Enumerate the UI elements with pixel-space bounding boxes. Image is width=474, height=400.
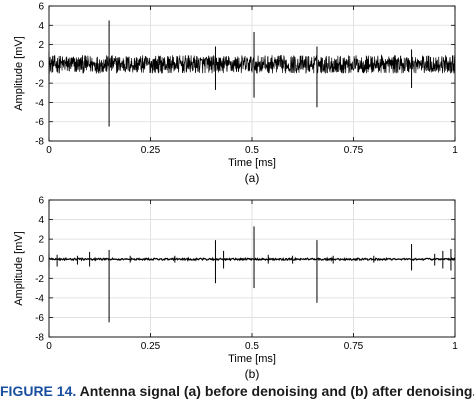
- panel-label: (b): [245, 367, 260, 381]
- y-tick-label: 0: [38, 254, 44, 265]
- signal-trace: [48, 256, 456, 262]
- x-tick-label: 0.25: [141, 145, 161, 156]
- y-tick-label: 4: [38, 21, 44, 32]
- caption-text: Antenna signal (a) before denoising and …: [79, 383, 474, 399]
- x-tick-label: 0.5: [245, 341, 259, 352]
- x-axis-label: Time [ms]: [228, 353, 276, 365]
- y-axis-label: Amplitude [mV]: [13, 231, 25, 306]
- y-tick-label: 6: [38, 2, 44, 13]
- figure: 0 0.25 0.5 0.75 1 -8 -6 -4 -2 0 2 4 6 Time [ms] Amplit…: [13, 2, 458, 382]
- x-tick-label: 0.5: [245, 145, 259, 156]
- y-axis-label: Amplitude [mV]: [13, 36, 25, 111]
- y-tick-label: -6: [35, 117, 44, 128]
- y-tick-label: 2: [38, 235, 44, 246]
- signal-trace: [48, 54, 456, 74]
- x-tick-label: 0: [46, 145, 52, 156]
- x-tick-label: 0: [46, 341, 52, 352]
- figure-caption: FIGURE 14. Antenna signal (a) before den…: [0, 383, 474, 400]
- panel-a: 0 0.25 0.5 0.75 1 -8 -6 -4 -2 0 2 4 6 Time [ms] Amplit…: [13, 2, 458, 186]
- y-tick-label: -8: [35, 333, 44, 344]
- y-tick-label: 2: [38, 40, 44, 51]
- y-tick-label: -2: [35, 79, 44, 90]
- y-tick-label: -4: [35, 293, 44, 304]
- y-tick-label: 4: [38, 215, 44, 226]
- panel-b: 0 0.25 0.5 0.75 1 -8 -6 -4 -2 0 2 4 6 Time [ms] Amplit…: [13, 196, 458, 382]
- y-tick-label: 6: [38, 196, 44, 207]
- y-tick-label: 0: [38, 59, 44, 70]
- caption-number: FIGURE 14.: [0, 383, 77, 399]
- y-tick-label: -6: [35, 313, 44, 324]
- panel-label: (a): [245, 171, 260, 185]
- x-tick-label: 1: [452, 145, 458, 156]
- x-axis-label: Time [ms]: [228, 157, 276, 169]
- y-tick-label: -8: [35, 137, 44, 148]
- y-tick-label: -4: [35, 98, 44, 109]
- x-tick-label: 0.25: [141, 341, 161, 352]
- x-tick-label: 1: [452, 341, 458, 352]
- x-tick-label: 0.75: [344, 341, 364, 352]
- x-tick-label: 0.75: [344, 145, 364, 156]
- y-tick-label: -2: [35, 274, 44, 285]
